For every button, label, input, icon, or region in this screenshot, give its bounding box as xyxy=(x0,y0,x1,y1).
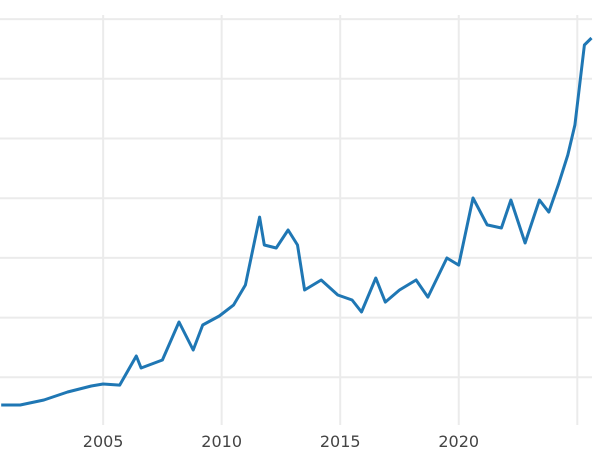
price-line xyxy=(1,36,593,407)
x-tick-label: 2020 xyxy=(438,432,479,450)
grid xyxy=(0,15,592,425)
x-tick-label: 2010 xyxy=(201,432,242,450)
series xyxy=(1,36,593,407)
x-tick-label: 2005 xyxy=(83,432,124,450)
x-tick-label: 2015 xyxy=(320,432,361,450)
x-axis-ticks: 2005 2010 2015 2020 xyxy=(83,432,479,450)
